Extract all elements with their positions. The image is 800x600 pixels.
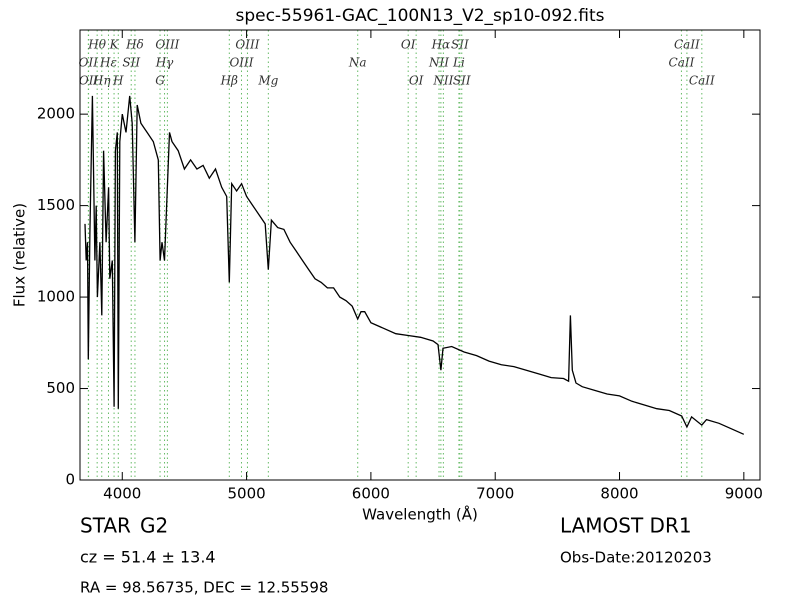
object-class: STAR [80, 514, 131, 538]
x-tick-label: 7000 [476, 485, 514, 503]
subclass: G2 [140, 514, 168, 538]
spectral-line-label: H [112, 74, 124, 88]
spectral-line-label: SII [122, 56, 140, 70]
spectral-line-label: CaII [689, 74, 715, 88]
spectrum [84, 95, 745, 435]
spectral-line-label: OIII [155, 38, 179, 52]
x-tick-label: 8000 [600, 485, 638, 503]
y-tick-label: 1000 [37, 288, 75, 306]
y-tick-label: 1500 [37, 196, 75, 214]
spectral-line-label: Hη [92, 74, 111, 88]
y-tick-label: 0 [65, 471, 75, 489]
chart-title: spec-55961-GAC_100N13_V2_sp10-092.fits [235, 6, 604, 26]
survey: LAMOST DR1 [560, 514, 692, 538]
spectral-line-label: Mg [257, 74, 278, 88]
spectral-line-label: NII [432, 74, 453, 88]
y-tick-label: 2000 [37, 105, 75, 123]
spectral-line-label: K [109, 38, 120, 52]
y-tick-label: 500 [46, 379, 75, 397]
x-tick-label: 5000 [227, 485, 265, 503]
plot-frame [79, 29, 761, 481]
x-axis-label: Wavelength (Å) [362, 505, 478, 524]
spectral-line-label: CaII [669, 56, 695, 70]
spectral-line-label: OIII [235, 38, 259, 52]
spectral-line-label: OII [79, 74, 99, 88]
spectral-line-label: SII [451, 38, 469, 52]
spectral-line-label: Na [348, 56, 367, 70]
spectral-line-label: G [155, 74, 165, 88]
spectral-line-label: Hε [99, 56, 117, 70]
obs-date: Obs-Date:20120203 [560, 549, 712, 567]
coordinates: RA = 98.56735, DEC = 12.55598 [80, 579, 328, 597]
spectral-line-label: OIII [229, 56, 253, 70]
spectral-line-label: OI [409, 74, 424, 88]
spectral-line-label: Hδ [125, 38, 144, 52]
x-tick-label: 6000 [352, 485, 390, 503]
x-tick-label: 9000 [725, 485, 763, 503]
y-axis-label: Flux (relative) [11, 203, 29, 307]
spectral-line-label: SII [453, 74, 471, 88]
spectral-line-label: Hα [431, 38, 451, 52]
spectral-line-label: CaII [674, 38, 700, 52]
redshift: cz = 51.4 ± 13.4 [80, 548, 216, 567]
spectral-line-label: NII [428, 56, 449, 70]
spectral-line-label: Hγ [155, 56, 174, 70]
spectral-line-label: Hθ [87, 38, 106, 52]
spectral-line-label: Li [452, 56, 465, 70]
x-tick-label: 4000 [103, 485, 141, 503]
spectral-line-label: OI [401, 38, 416, 52]
spectral-line-label: Hβ [220, 74, 238, 88]
